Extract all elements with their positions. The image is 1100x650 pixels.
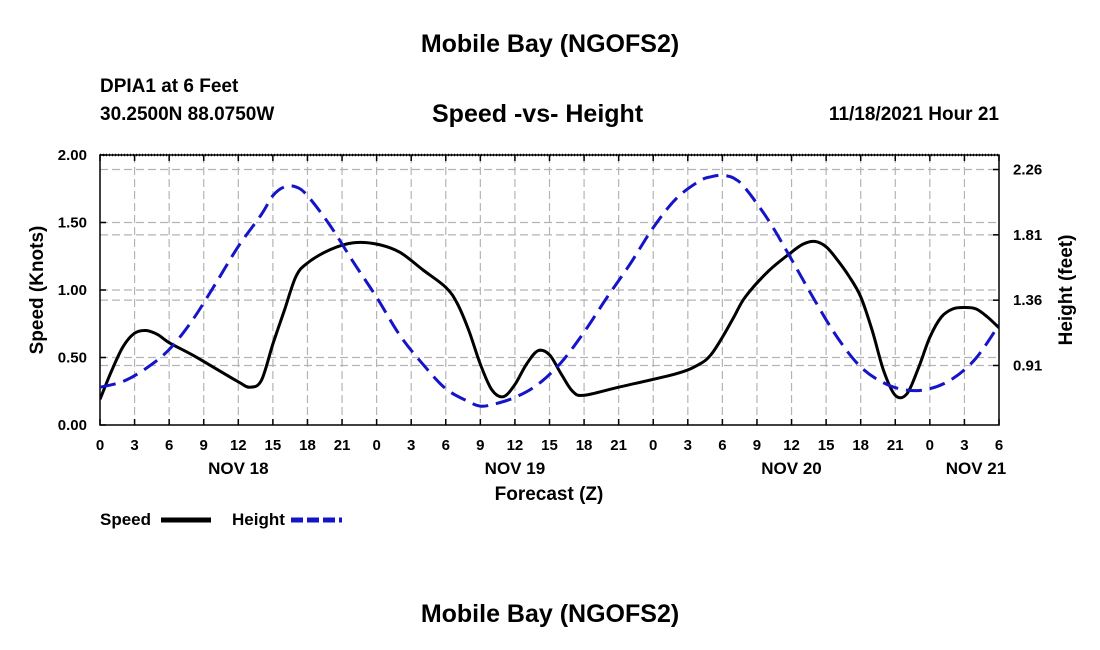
x-tick-label: 3 (130, 437, 138, 454)
x-tick-label: 18 (852, 437, 869, 454)
x-tick-label: 21 (610, 437, 627, 454)
legend-label-height: Height (232, 510, 285, 529)
forecast-timestamp: 11/18/2021 Hour 21 (828, 104, 999, 125)
x-tick-label: 0 (926, 437, 934, 454)
chart-subtitle: Speed -vs- Height (432, 100, 644, 128)
series-line-speed (100, 239, 999, 400)
x-tick-label: 0 (96, 437, 104, 454)
page-title: Mobile Bay (NGOFS2) (420, 30, 680, 58)
station-coordinates: 30.2500N 88.0750W (100, 104, 275, 125)
x-date-label: NOV 19 (485, 459, 545, 478)
x-tick-label: 0 (649, 437, 657, 454)
x-tick-label: 6 (442, 437, 450, 454)
x-date-label: NOV 21 (946, 459, 1006, 478)
x-tick-label: 6 (165, 437, 173, 454)
x-tick-label: 9 (200, 437, 208, 454)
x-tick-label: 21 (887, 437, 904, 454)
y-tick-label: 1.50 (58, 215, 87, 232)
x-tick-label: 9 (753, 437, 761, 454)
x-tick-label: 21 (334, 437, 351, 454)
y2-tick-label: 1.36 (1013, 292, 1042, 309)
x-axis-title: Forecast (Z) (495, 484, 604, 505)
station-label: DPIA1 at 6 Feet (100, 76, 239, 97)
x-tick-label: 15 (541, 437, 558, 454)
x-tick-label: 15 (265, 437, 282, 454)
x-date-label: NOV 18 (208, 459, 268, 478)
series-line-height (100, 173, 999, 408)
x-tick-label: 18 (299, 437, 316, 454)
y-tick-label: 0.00 (58, 417, 87, 434)
y2-tick-label: 1.81 (1013, 227, 1042, 244)
x-tick-label: 6 (718, 437, 726, 454)
x-tick-label: 0 (372, 437, 380, 454)
y2-tick-label: 0.91 (1013, 357, 1042, 374)
y-tick-label: 0.50 (58, 350, 87, 367)
y-tick-label: 2.00 (58, 147, 87, 164)
legend-label-speed: Speed (100, 510, 151, 529)
x-tick-label: 18 (576, 437, 593, 454)
x-date-label: NOV 20 (761, 459, 821, 478)
y2-tick-label: 2.26 (1013, 162, 1042, 179)
y-axis-title: Speed (Knots) (27, 226, 48, 355)
y2-axis-title: Height (feet) (1056, 235, 1077, 346)
x-tick-label: 3 (960, 437, 968, 454)
y-tick-label: 1.00 (58, 282, 87, 299)
x-tick-label: 3 (407, 437, 415, 454)
x-tick-label: 9 (476, 437, 484, 454)
x-tick-label: 3 (684, 437, 692, 454)
x-tick-label: 12 (783, 437, 800, 454)
x-tick-label: 6 (995, 437, 1003, 454)
x-tick-label: 15 (818, 437, 835, 454)
footer-title: Mobile Bay (NGOFS2) (420, 600, 680, 628)
x-tick-label: 12 (230, 437, 247, 454)
x-tick-label: 12 (507, 437, 524, 454)
